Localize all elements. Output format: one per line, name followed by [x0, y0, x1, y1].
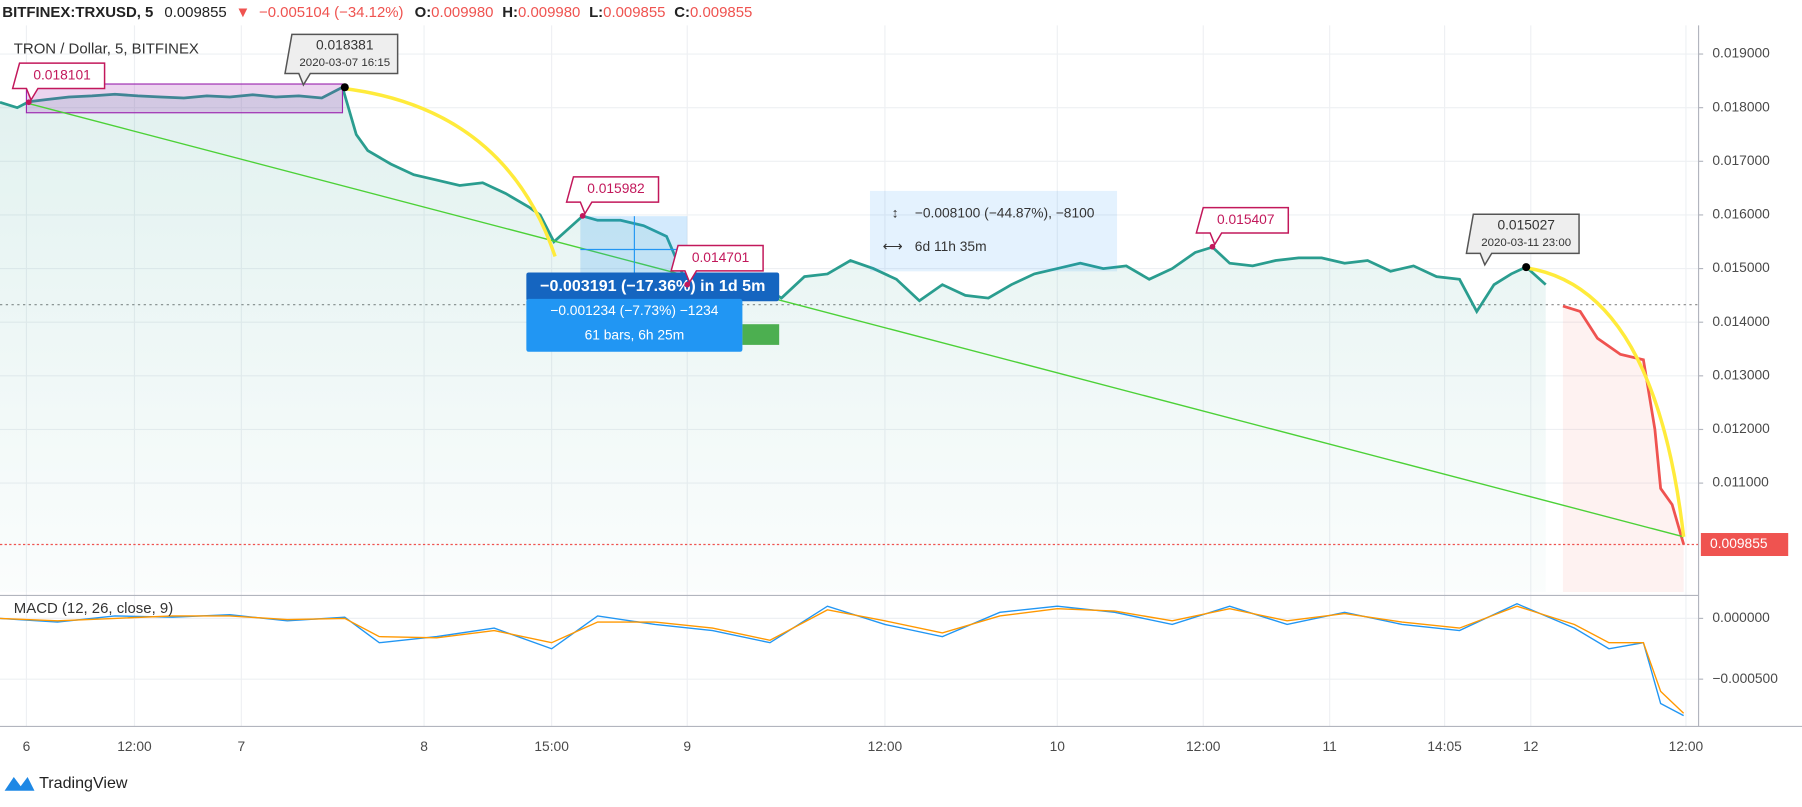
- c-label: C:: [674, 4, 690, 21]
- y-tick-label: 0.015000: [1712, 260, 1770, 275]
- x-tick-label: 12: [1523, 739, 1538, 754]
- chart-title: MACD (12, 26, close, 9): [14, 600, 173, 617]
- arc: [344, 86, 557, 257]
- l: 0.009855: [603, 4, 665, 21]
- anchor-point: [1209, 243, 1216, 250]
- measure-icon: ↕: [892, 206, 899, 221]
- y-tick-label: 0.017000: [1712, 153, 1770, 168]
- y-tick-label: 0.014000: [1712, 314, 1770, 329]
- measure-box: [869, 190, 1118, 272]
- chart-title: TRON / Dollar, 5, BITFINEX: [14, 40, 199, 57]
- callout: [11, 62, 106, 102]
- y-tick-label: −0.000500: [1712, 671, 1778, 686]
- x-tick-label: 12:00: [1669, 739, 1704, 754]
- brand: TradingView: [39, 774, 128, 792]
- measure-text: 6d 11h 35m: [915, 239, 987, 254]
- area: [1562, 306, 1684, 592]
- h: 0.009980: [518, 4, 580, 21]
- c: 0.009855: [690, 4, 752, 21]
- last-price-label: 0.009855: [1710, 536, 1768, 551]
- change: −0.005104 (−34.12%): [259, 4, 404, 21]
- y-tick-label: 0.016000: [1712, 207, 1770, 222]
- callout: [565, 176, 660, 216]
- l-label: L:: [589, 4, 603, 21]
- x-tick-label: 14:05: [1427, 739, 1462, 754]
- line: [0, 603, 1684, 717]
- x-tick-label: 6: [23, 739, 31, 754]
- o-label: O:: [415, 4, 432, 21]
- y-tick-label: 0.000000: [1712, 610, 1770, 625]
- callout-value: 0.015407: [1217, 212, 1274, 227]
- callout: [1465, 213, 1580, 267]
- anchor-point: [579, 213, 586, 219]
- x-tick-label: 12:00: [1186, 739, 1221, 754]
- price: 0.009855: [164, 4, 226, 21]
- x-tick-label: 8: [420, 739, 428, 754]
- callout: [670, 244, 764, 284]
- callout-value: 0.015982: [587, 181, 644, 196]
- last-price-tag: [1700, 533, 1789, 557]
- measure-text: −0.001234 (−7.73%) −1234: [550, 303, 719, 318]
- logo: [4, 777, 35, 791]
- y-tick-label: 0.012000: [1712, 421, 1770, 436]
- x-tick-label: 7: [238, 739, 246, 754]
- x-tick-label: 11: [1323, 739, 1337, 754]
- measure-label: [526, 298, 743, 352]
- line: [1562, 304, 1685, 545]
- line: [0, 605, 1685, 714]
- x-tick-label: 12:00: [117, 739, 152, 754]
- anchor-point: [684, 281, 691, 288]
- measure-tag: [742, 324, 780, 345]
- callout-date: 2020-03-11 23:00: [1481, 237, 1571, 249]
- callout: [1195, 206, 1290, 247]
- measure-text: 61 bars, 6h 25m: [585, 327, 685, 342]
- callout: [284, 33, 399, 87]
- measure-text: −0.003191 (−17.36%) in 1d 5m: [540, 277, 765, 295]
- h-label: H:: [502, 4, 518, 21]
- x-tick-label: 10: [1050, 739, 1066, 754]
- y-tick-label: 0.013000: [1712, 367, 1770, 382]
- header: BITFINEX:TRXUSD, 5 0.009855 ▼ −0.005104 …: [2, 4, 752, 21]
- callout-value: 0.018101: [33, 67, 90, 82]
- anchor-point: [1522, 263, 1531, 272]
- y-tick-label: 0.019000: [1712, 46, 1770, 61]
- anchor-point: [25, 99, 32, 106]
- arc: [1525, 266, 1686, 538]
- callout-value: 0.014701: [692, 250, 749, 265]
- down-arrow: ▼: [235, 4, 250, 21]
- measure-icon: ⟷: [883, 239, 903, 254]
- x-tick-label: 12:00: [868, 739, 903, 754]
- symbol: BITFINEX:TRXUSD, 5: [2, 4, 153, 21]
- x-tick-label: 15:00: [534, 739, 569, 754]
- o: 0.009980: [431, 4, 493, 21]
- measure-text: −0.008100 (−44.87%), −8100: [915, 206, 1095, 221]
- callout-date: 2020-03-07 16:15: [299, 57, 390, 69]
- x-tick-label: 9: [683, 739, 691, 754]
- trend-line: [28, 102, 1684, 538]
- y-tick-label: 0.018000: [1712, 99, 1770, 114]
- measure-label: [526, 272, 780, 302]
- callout-value: 0.018381: [316, 38, 373, 53]
- y-tick-label: 0.011000: [1712, 475, 1769, 490]
- anchor-point: [340, 83, 349, 92]
- callout-value: 0.015027: [1497, 217, 1554, 232]
